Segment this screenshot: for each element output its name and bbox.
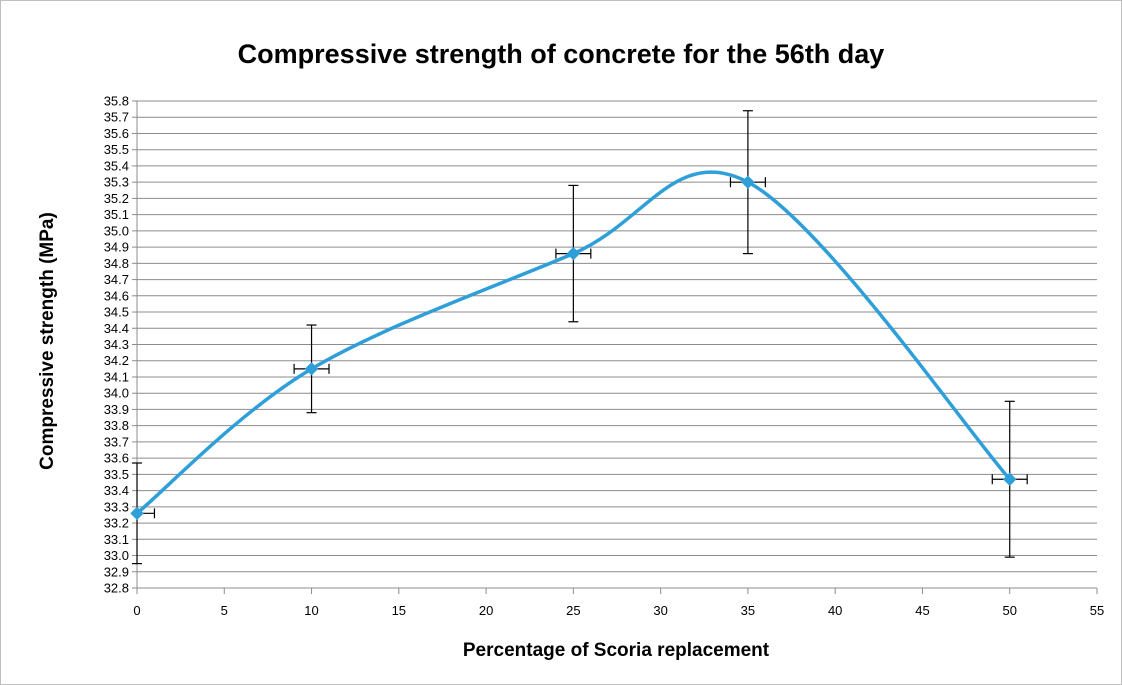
x-tick-label: 15	[392, 603, 406, 618]
y-tick-label: 32.8	[104, 581, 129, 596]
y-tick-label: 34.1	[104, 369, 129, 384]
x-tick-label: 10	[304, 603, 318, 618]
x-axis-title: Percentage of Scoria replacement	[463, 640, 770, 661]
y-tick-label: 34.5	[104, 305, 129, 320]
x-tick-label: 30	[653, 603, 667, 618]
x-tick-label: 55	[1090, 603, 1104, 618]
x-tick-label: 35	[741, 603, 755, 618]
axes	[132, 100, 1098, 594]
y-tick-label: 33.0	[104, 548, 129, 563]
data-point-marker	[1003, 472, 1017, 486]
y-tick-label: 35.6	[104, 126, 129, 141]
y-tick-label: 34.0	[104, 386, 129, 401]
y-axis-title: Compressive strength (MPa)	[37, 212, 58, 470]
y-tick-label: 34.6	[104, 288, 129, 303]
y-tick-label: 33.1	[104, 532, 129, 547]
gridlines	[137, 100, 1097, 589]
y-tick-label: 35.5	[104, 142, 129, 157]
y-tick-labels: 32.8 32.933.033.133.2 33.333.433.533.6 33.7…	[104, 94, 129, 596]
y-tick-label: 34.7	[104, 272, 129, 287]
y-tick-label: 35.8	[104, 94, 129, 109]
y-tick-label: 34.4	[104, 321, 129, 336]
chart-title: Compressive strength of concrete for the…	[238, 39, 885, 69]
y-tick-label: 35.0	[104, 223, 129, 238]
y-tick-label: 35.7	[104, 110, 129, 125]
y-tick-label: 35.3	[104, 175, 129, 190]
y-tick-label: 34.8	[104, 256, 129, 271]
y-tick-label: 35.2	[104, 191, 129, 206]
y-tick-label: 34.3	[104, 337, 129, 352]
x-tick-labels: 0 5 10 15 20 25 30 35 40 45 50 55	[133, 603, 1104, 618]
data-point-marker	[566, 246, 581, 261]
x-tick-label: 50	[1002, 603, 1016, 618]
y-tick-label: 34.2	[104, 353, 129, 368]
y-tick-label: 33.9	[104, 402, 129, 417]
data-point-marker	[130, 506, 144, 521]
x-tick-label: 45	[915, 603, 929, 618]
y-tick-label: 35.1	[104, 207, 129, 222]
y-tick-label: 33.6	[104, 451, 129, 466]
x-tick-label: 25	[566, 603, 580, 618]
y-tick-label: 33.5	[104, 467, 129, 482]
y-tick-label: 33.2	[104, 516, 129, 531]
x-tick-label: 40	[828, 603, 842, 618]
x-tick-label: 0	[133, 603, 140, 618]
data-point-marker	[741, 175, 755, 189]
data-point-marker	[304, 362, 319, 376]
series-line	[135, 170, 1012, 515]
y-tick-label: 33.3	[104, 499, 129, 514]
error-bars	[132, 110, 1028, 565]
y-tick-label: 33.8	[104, 418, 129, 433]
x-tick-label: 5	[221, 603, 228, 618]
y-tick-label: 33.7	[104, 434, 129, 449]
y-tick-label: 34.9	[104, 240, 129, 255]
x-tick-label: 20	[479, 603, 493, 618]
y-tick-label: 33.4	[104, 483, 129, 498]
y-tick-label: 35.4	[104, 158, 129, 173]
y-tick-label: 32.9	[104, 564, 129, 579]
data-points	[130, 175, 1017, 521]
